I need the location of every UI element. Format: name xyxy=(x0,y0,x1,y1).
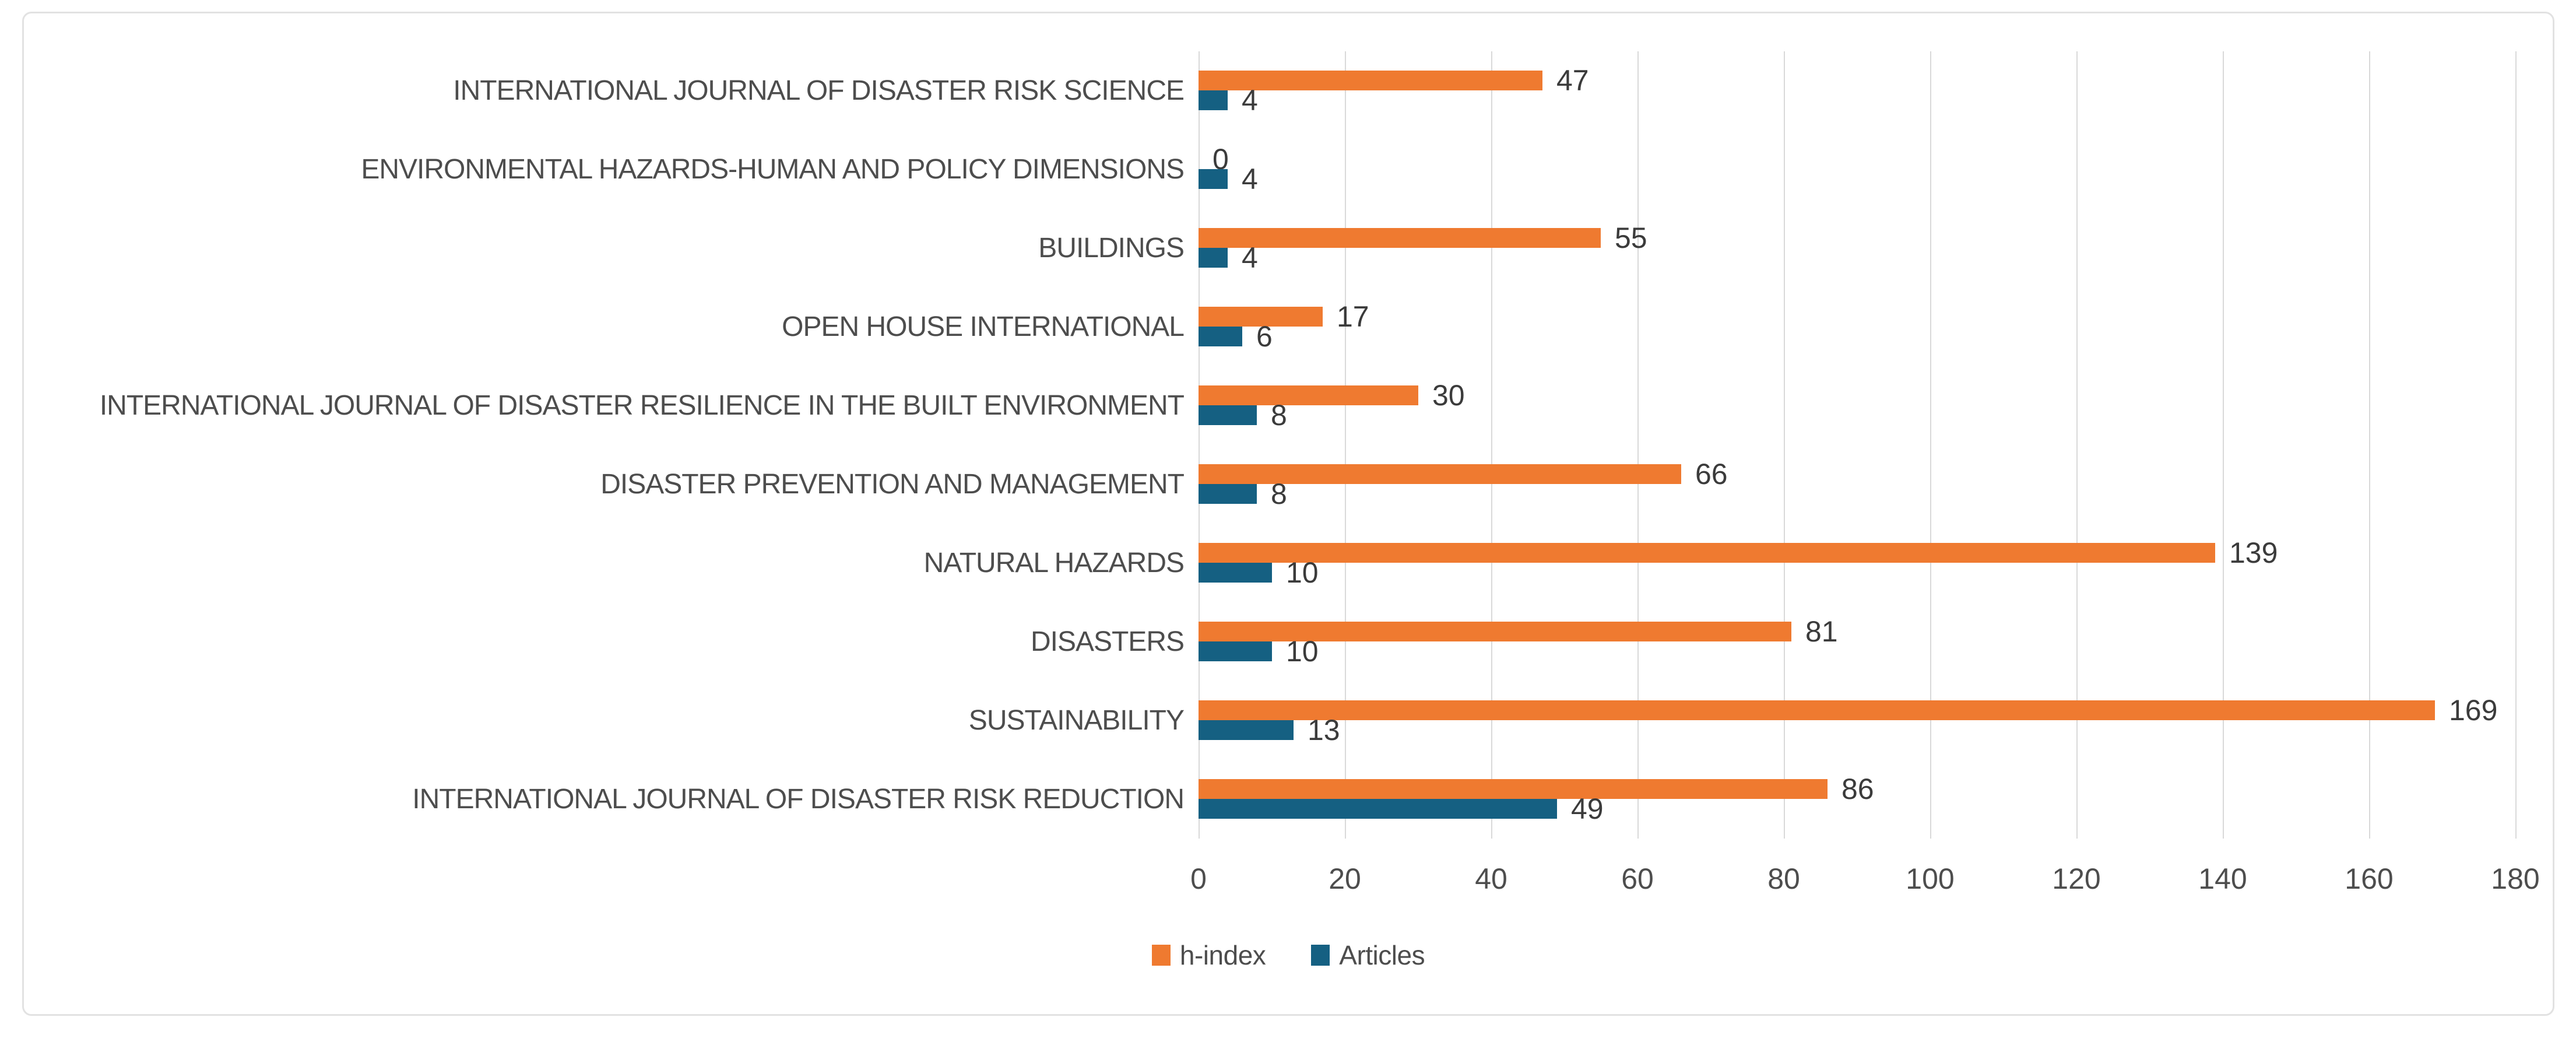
gridline xyxy=(2223,51,2224,839)
value-label: 139 xyxy=(2229,536,2278,569)
h-index-bar xyxy=(1199,700,2435,720)
legend-swatch xyxy=(1151,945,1171,966)
bar-group: 86 49 xyxy=(1199,760,2515,839)
value-label: 8 xyxy=(1271,399,1287,432)
articles-bar xyxy=(1199,484,1257,504)
value-label: 4 xyxy=(1242,241,1258,274)
x-tick-label: 180 xyxy=(2491,862,2540,895)
x-tick-label: 20 xyxy=(1329,862,1361,895)
x-tick-label: 100 xyxy=(1906,862,1955,895)
articles-bar xyxy=(1199,90,1228,110)
x-tick-label: 140 xyxy=(2198,862,2247,895)
gridline xyxy=(1784,51,1785,839)
category-label: DISASTERS xyxy=(1030,626,1185,657)
x-tick-label: 120 xyxy=(2052,862,2101,895)
value-label: 49 xyxy=(1571,792,1604,825)
gridline xyxy=(1345,51,1346,839)
x-tick-label: 40 xyxy=(1475,862,1507,895)
value-label: 6 xyxy=(1256,320,1273,353)
bar-group: 81 10 xyxy=(1199,602,2515,681)
value-label: 4 xyxy=(1242,84,1258,117)
category-label: DISASTER PREVENTION AND MANAGEMENT xyxy=(600,469,1185,500)
h-index-bar xyxy=(1199,779,1828,799)
bar-group: 139 10 xyxy=(1199,524,2515,602)
legend-label: Articles xyxy=(1339,940,1425,970)
bar-group: 66 8 xyxy=(1199,445,2515,524)
gridline xyxy=(2515,51,2517,839)
bar-group: 17 6 xyxy=(1199,287,2515,366)
gridline xyxy=(1637,51,1639,839)
h-index-bar xyxy=(1199,464,1681,484)
articles-bar xyxy=(1199,799,1557,819)
h-index-bar xyxy=(1199,543,2215,563)
legend: h-index Articles xyxy=(24,939,2553,971)
articles-bar xyxy=(1199,563,1272,583)
plot-area: 47 4 0 4 55 4 17 6 30 8 66 8 139 10 81 10 169 13 86 49 xyxy=(1199,51,2517,839)
chart-frame: INTERNATIONAL JOURNAL OF DISASTER RISK S… xyxy=(22,12,2554,1016)
value-label: 8 xyxy=(1271,478,1287,510)
articles-bar xyxy=(1199,327,1242,346)
x-tick-label: 60 xyxy=(1621,862,1654,895)
value-label: 66 xyxy=(1695,458,1728,490)
legend-item-h-index: h-index xyxy=(1151,939,1266,971)
bar-group: 169 13 xyxy=(1199,681,2515,760)
gridline xyxy=(1199,51,1200,839)
bar-group: 30 8 xyxy=(1199,366,2515,445)
gridline xyxy=(2076,51,2078,839)
x-tick-label: 0 xyxy=(1190,862,1207,895)
category-label: ENVIRONMENTAL HAZARDS-HUMAN AND POLICY D… xyxy=(361,154,1185,185)
value-label: 47 xyxy=(1556,64,1589,97)
gridline xyxy=(1491,51,1492,839)
legend-item-articles: Articles xyxy=(1311,939,1425,971)
category-label: INTERNATIONAL JOURNAL OF DISASTER RISK S… xyxy=(453,75,1185,106)
articles-bar xyxy=(1199,248,1228,268)
category-label: INTERNATIONAL JOURNAL OF DISASTER RISK R… xyxy=(412,784,1185,815)
h-index-bar xyxy=(1199,228,1601,248)
h-index-bar xyxy=(1199,385,1418,405)
legend-label: h-index xyxy=(1179,940,1266,970)
value-label: 169 xyxy=(2449,694,2498,727)
legend-swatch xyxy=(1311,945,1330,966)
value-label: 86 xyxy=(1841,773,1874,805)
h-index-bar xyxy=(1199,71,1542,90)
h-index-bar xyxy=(1199,622,1791,641)
category-label: OPEN HOUSE INTERNATIONAL xyxy=(782,311,1185,342)
articles-bar xyxy=(1199,720,1294,740)
value-label: 10 xyxy=(1286,556,1319,589)
value-label: 0 xyxy=(1213,143,1229,176)
value-label: 10 xyxy=(1286,635,1319,668)
category-label: NATURAL HAZARDS xyxy=(923,548,1185,578)
gridline xyxy=(1930,51,1931,839)
category-label: BUILDINGS xyxy=(1038,233,1185,264)
x-tick-label: 80 xyxy=(1767,862,1800,895)
value-label: 13 xyxy=(1308,714,1340,746)
bar-group: 47 4 xyxy=(1199,51,2515,130)
bar-group: 55 4 xyxy=(1199,209,2515,287)
value-label: 17 xyxy=(1337,300,1369,333)
category-label: SUSTAINABILITY xyxy=(968,705,1185,736)
articles-bar xyxy=(1199,169,1228,189)
articles-bar xyxy=(1199,641,1272,661)
articles-bar xyxy=(1199,405,1257,425)
value-label: 55 xyxy=(1615,222,1647,254)
h-index-bar xyxy=(1199,307,1323,327)
value-label: 81 xyxy=(1805,615,1838,648)
value-label: 30 xyxy=(1432,379,1465,412)
value-label: 4 xyxy=(1242,163,1258,195)
category-axis: INTERNATIONAL JOURNAL OF DISASTER RISK S… xyxy=(24,51,1185,839)
category-label: INTERNATIONAL JOURNAL OF DISASTER RESILI… xyxy=(99,390,1185,421)
gridline xyxy=(2369,51,2370,839)
x-tick-label: 160 xyxy=(2345,862,2394,895)
